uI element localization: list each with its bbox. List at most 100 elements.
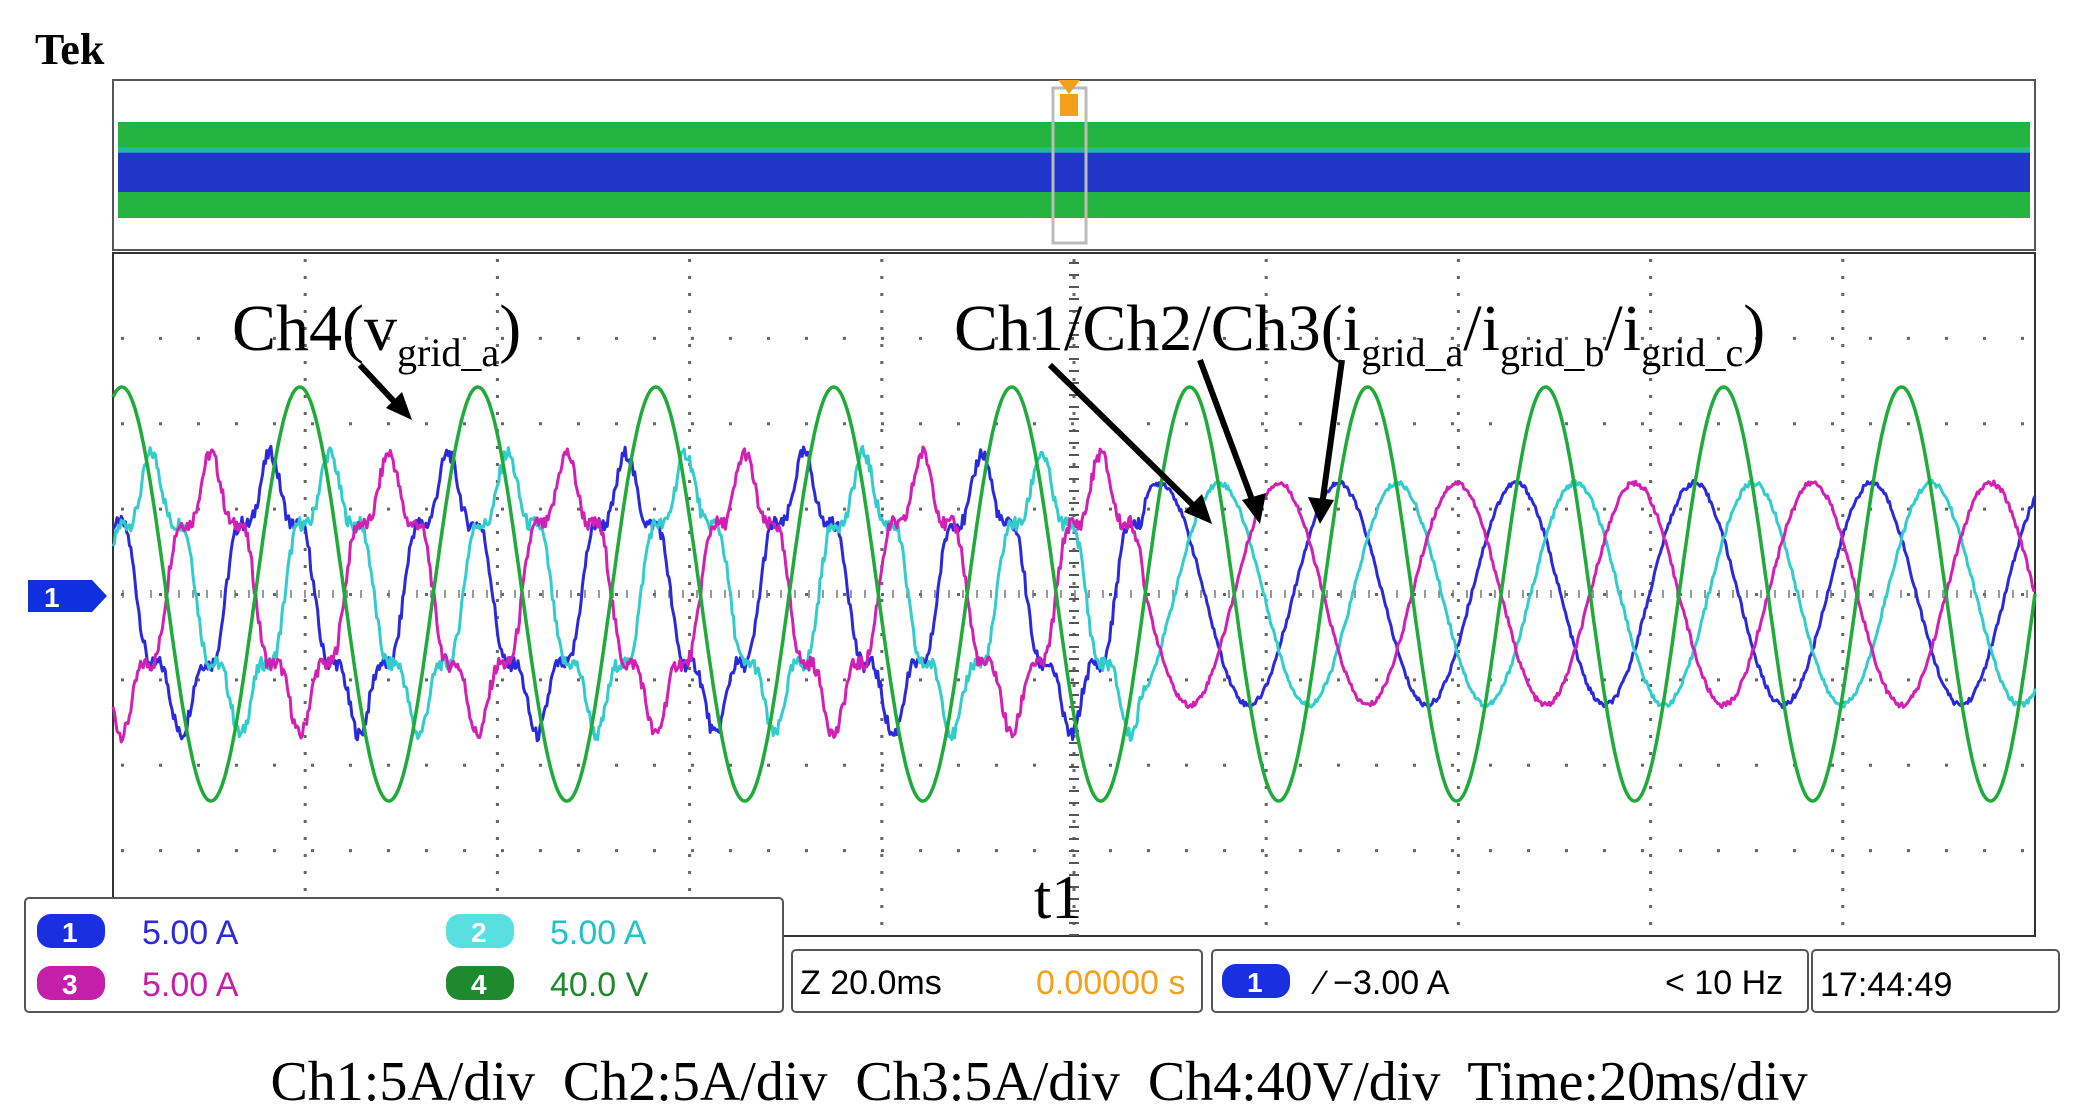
grid-dot bbox=[1945, 849, 1948, 853]
grid-dot bbox=[1603, 422, 1606, 426]
grid-dot bbox=[235, 763, 238, 767]
grid-dot bbox=[843, 678, 846, 682]
grid-dot bbox=[303, 769, 307, 772]
grid-dot bbox=[919, 763, 922, 767]
grid-dot bbox=[1147, 678, 1150, 682]
grid-dot bbox=[1456, 259, 1460, 262]
grid-dot bbox=[1565, 763, 1568, 767]
grid-dot bbox=[2021, 763, 2024, 767]
ch3-scale[interactable]: 3 5.00 A bbox=[37, 966, 239, 1004]
grid-dot bbox=[303, 599, 307, 602]
svg-text:1: 1 bbox=[1247, 967, 1263, 998]
grid-dot bbox=[691, 849, 694, 853]
grid-dot bbox=[615, 763, 618, 767]
grid-dot bbox=[1109, 763, 1112, 767]
grid-dot bbox=[1649, 548, 1653, 551]
grid-dot bbox=[303, 548, 307, 551]
grid-dot bbox=[1375, 678, 1378, 682]
grid-dot bbox=[880, 344, 884, 347]
grid-dot bbox=[1649, 531, 1653, 534]
grid-dot bbox=[1072, 463, 1076, 466]
grid-dot bbox=[387, 422, 390, 426]
grid-dot bbox=[1223, 763, 1226, 767]
grid-dot bbox=[495, 361, 499, 364]
grid-dot bbox=[539, 422, 542, 426]
svg-text:3: 3 bbox=[62, 969, 78, 1000]
grid-dot bbox=[653, 422, 656, 426]
grid-dot bbox=[1375, 849, 1378, 853]
timebase-panel[interactable]: Z 20.0ms 0.00000 s bbox=[791, 949, 1203, 1013]
grid-dot bbox=[1337, 593, 1340, 596]
grid-dot bbox=[1147, 763, 1150, 767]
grid-dot bbox=[1456, 582, 1460, 585]
grid-dot bbox=[1527, 763, 1530, 767]
grid-dot bbox=[1456, 803, 1460, 806]
grid-dot bbox=[387, 678, 390, 682]
grid-dot bbox=[881, 849, 884, 853]
grid-dot bbox=[688, 667, 692, 670]
ch1-scale[interactable]: 1 5.00 A bbox=[37, 914, 239, 952]
grid-dot bbox=[1717, 336, 1720, 340]
grid-dot bbox=[691, 422, 694, 426]
grid-dot bbox=[1264, 854, 1268, 857]
grid-dot bbox=[1071, 336, 1074, 340]
ch2-scale[interactable]: 2 5.00 A bbox=[446, 914, 647, 952]
grid-dot bbox=[121, 849, 124, 853]
grid-dot bbox=[1072, 667, 1076, 670]
grid-dot bbox=[1223, 593, 1226, 596]
grid-dot bbox=[1264, 752, 1268, 755]
grid-dot bbox=[303, 650, 307, 653]
grid-dot bbox=[273, 336, 276, 340]
grid-dot bbox=[880, 276, 884, 279]
grid-dot bbox=[1147, 849, 1150, 853]
grid-dot bbox=[1831, 763, 1834, 767]
grid-dot bbox=[1641, 593, 1644, 596]
grid-dot bbox=[425, 593, 428, 596]
grid-dot bbox=[303, 361, 307, 364]
grid-dot bbox=[1717, 678, 1720, 682]
grid-dot bbox=[688, 446, 692, 449]
grid-dot bbox=[1841, 378, 1845, 381]
grid-dot bbox=[1841, 293, 1845, 296]
grid-dot bbox=[881, 763, 884, 767]
grid-dot bbox=[495, 514, 499, 517]
grid-dot bbox=[1072, 548, 1076, 551]
grid-dot bbox=[1072, 276, 1076, 279]
grid-dot bbox=[303, 378, 307, 381]
grid-dot bbox=[303, 480, 307, 483]
grid-dot bbox=[1072, 820, 1076, 823]
ch1-ground-marker[interactable]: 1 bbox=[28, 580, 107, 613]
grid-dot bbox=[1185, 507, 1188, 511]
trigger-panel[interactable]: 1 ∕ −3.00 A < 10 Hz bbox=[1211, 949, 1809, 1013]
grid-dot bbox=[495, 565, 499, 568]
grid-dot bbox=[1337, 336, 1340, 340]
grid-dot bbox=[805, 678, 808, 682]
grid-dot bbox=[880, 446, 884, 449]
grid-dot bbox=[1072, 259, 1076, 262]
grid-dot bbox=[688, 497, 692, 500]
grid-dot bbox=[688, 531, 692, 534]
trigger-t-icon bbox=[1060, 94, 1078, 116]
grid-dot bbox=[495, 786, 499, 789]
grid-dot bbox=[577, 678, 580, 682]
grid-dot bbox=[577, 422, 580, 426]
ch4-scale[interactable]: 4 40.0 V bbox=[446, 966, 649, 1004]
grid-dot bbox=[880, 480, 884, 483]
grid-dot bbox=[767, 763, 770, 767]
grid-dot bbox=[1649, 650, 1653, 653]
grid-dot bbox=[688, 344, 692, 347]
grid-dot bbox=[880, 905, 884, 908]
grid-dot bbox=[688, 633, 692, 636]
grid-dot bbox=[387, 849, 390, 853]
grid-dot bbox=[495, 599, 499, 602]
grid-dot bbox=[1649, 429, 1653, 432]
grid-dot bbox=[1831, 593, 1834, 596]
grid-dot bbox=[880, 599, 884, 602]
grid-dot bbox=[1456, 905, 1460, 908]
ch1-arrowhead bbox=[1184, 494, 1212, 524]
svg-text:2: 2 bbox=[471, 917, 487, 948]
grid-dot bbox=[1072, 650, 1076, 653]
grid-dot bbox=[1264, 429, 1268, 432]
grid-dot bbox=[495, 276, 499, 279]
grid-dot bbox=[1072, 497, 1076, 500]
